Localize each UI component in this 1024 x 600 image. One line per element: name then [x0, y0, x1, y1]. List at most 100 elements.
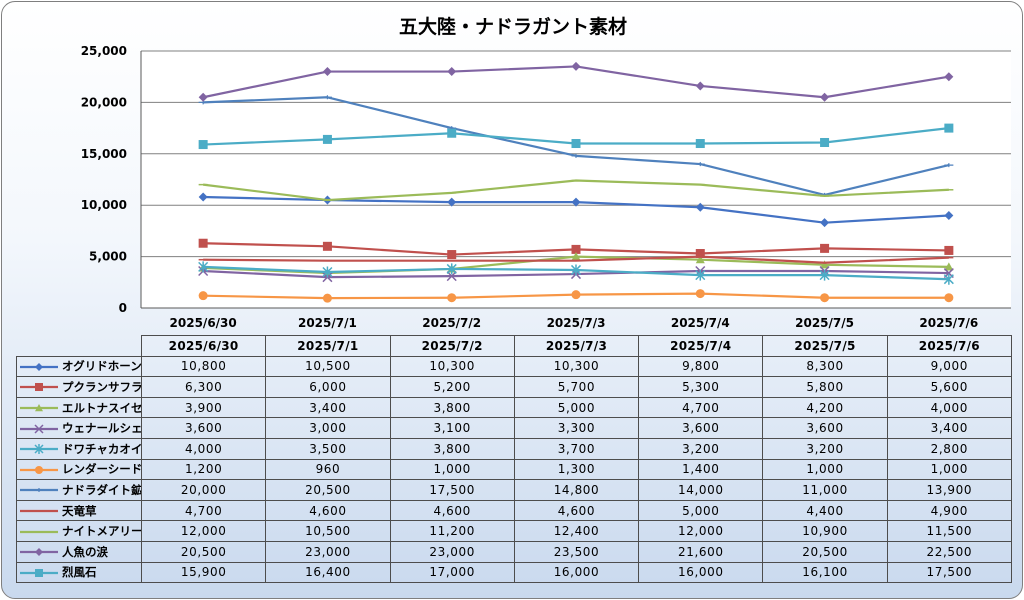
data-label: 23,500	[513, 540, 640, 563]
legend-entry: ナイトメアリーフ	[16, 520, 142, 542]
data-point	[571, 153, 581, 158]
legend-key-icon	[20, 548, 58, 557]
data-point	[447, 128, 457, 138]
data-point	[695, 139, 705, 149]
data-point	[447, 293, 457, 303]
table-column-header: 2025/7/6	[886, 335, 1012, 357]
data-label: 22,500	[886, 540, 1012, 563]
data-label: 10,300	[513, 355, 640, 378]
data-label: 6,000	[265, 376, 391, 398]
data-point	[819, 269, 830, 281]
data-label: 11,200	[389, 520, 515, 542]
table-column-header: 2025/7/4	[638, 335, 764, 357]
data-label: 5,300	[638, 376, 764, 398]
data-label: 16,400	[265, 561, 391, 584]
data-label: 12,000	[140, 520, 267, 542]
data-label: 3,000	[265, 417, 391, 439]
data-point	[322, 266, 333, 278]
data-point	[695, 255, 705, 264]
series-line	[198, 238, 954, 260]
data-point	[943, 273, 954, 285]
legend-label: ナイトメアリーフ	[62, 524, 142, 539]
legend-key-marker	[34, 444, 44, 455]
data-point	[322, 95, 332, 100]
data-label: 3,400	[265, 396, 391, 419]
legend-key-icon	[20, 404, 58, 412]
data-label: 14,000	[638, 479, 764, 501]
legend-label: レンダーシード	[62, 462, 142, 477]
data-label: 3,800	[389, 437, 515, 460]
table-column-header: 2025/7/2	[389, 335, 515, 357]
legend-label: ウェナールシェル	[62, 421, 142, 436]
data-point	[944, 245, 954, 255]
x-tick-label: 2025/7/2	[422, 316, 481, 330]
x-tick-label: 2025/6/30	[170, 316, 237, 330]
data-label: 16,000	[638, 561, 764, 584]
legend-key-icon	[20, 444, 58, 455]
data-label: 4,600	[389, 499, 515, 522]
data-label: 10,900	[762, 520, 888, 542]
data-label: 10,800	[140, 355, 267, 378]
data-label: 12,400	[513, 520, 640, 542]
data-point	[571, 197, 581, 207]
data-point	[198, 192, 208, 202]
data-point	[695, 81, 705, 91]
data-label: 4,600	[513, 499, 640, 522]
data-label: 23,000	[389, 540, 515, 563]
data-point	[944, 123, 954, 133]
y-tick-label: 5,000	[89, 250, 127, 264]
x-tick-label: 2025/7/3	[547, 316, 606, 330]
data-label: 3,100	[389, 417, 515, 439]
legend-key-marker	[35, 404, 43, 412]
data-label: 17,500	[886, 561, 1012, 584]
series-line	[198, 179, 954, 202]
data-label: 1,300	[513, 458, 640, 481]
legend-key-marker	[34, 424, 44, 434]
x-tick-label: 2025/7/6	[919, 316, 978, 330]
data-point	[322, 67, 332, 77]
data-label: 3,200	[762, 437, 888, 460]
data-label: 4,900	[886, 499, 1012, 522]
legend-label: エルトナスイセン	[62, 400, 142, 415]
legend-entry: エルトナスイセン	[16, 396, 142, 419]
data-point	[571, 244, 581, 254]
data-point	[695, 269, 706, 281]
data-label: 1,000	[762, 458, 888, 481]
legend-entry: ナドラダイト鉱石	[16, 479, 142, 501]
table-row: レンダーシード 1,200 960 1,000 1,300 1,400 1,000 1,000	[16, 458, 1012, 481]
data-label: 5,800	[762, 376, 888, 398]
legend-key-icon	[20, 424, 58, 434]
legend-label: ドワチャカオイル	[62, 441, 142, 456]
data-label: 4,000	[140, 437, 267, 460]
data-point	[820, 260, 830, 269]
legend-entry: レンダーシード	[16, 458, 142, 481]
legend-label: ナドラダイト鉱石	[62, 482, 142, 497]
table-corner	[16, 335, 142, 357]
data-label: 10,500	[265, 520, 391, 542]
table-column-header: 2025/6/30	[140, 335, 267, 357]
data-label: 23,000	[265, 540, 391, 563]
data-point	[820, 92, 830, 102]
data-label: 5,200	[389, 376, 515, 398]
data-point	[198, 291, 208, 301]
legend-key-marker	[35, 465, 43, 474]
table-column-header: 2025/7/5	[762, 335, 888, 357]
table-row: オグリドホーン 10,800 10,500 10,300 10,300 9,800 8,30…	[16, 355, 1012, 378]
y-tick-label: 10,000	[81, 198, 127, 212]
data-label: 4,600	[265, 499, 391, 522]
data-label: 15,900	[140, 561, 267, 584]
data-point	[695, 162, 705, 167]
data-point	[820, 243, 830, 253]
data-point	[695, 249, 705, 259]
data-point	[571, 290, 581, 300]
table-row: プクランサフラン6,3006,0005,2005,7005,3005,8005,…	[16, 376, 1012, 398]
data-label: 960	[265, 458, 391, 481]
data-point	[446, 271, 457, 282]
data-point	[322, 293, 332, 303]
data-label: 11,500	[886, 520, 1012, 542]
data-label: 1,000	[886, 458, 1012, 481]
data-label: 6,300	[140, 376, 267, 398]
series-line	[198, 289, 954, 303]
data-label: 21,600	[638, 540, 764, 563]
